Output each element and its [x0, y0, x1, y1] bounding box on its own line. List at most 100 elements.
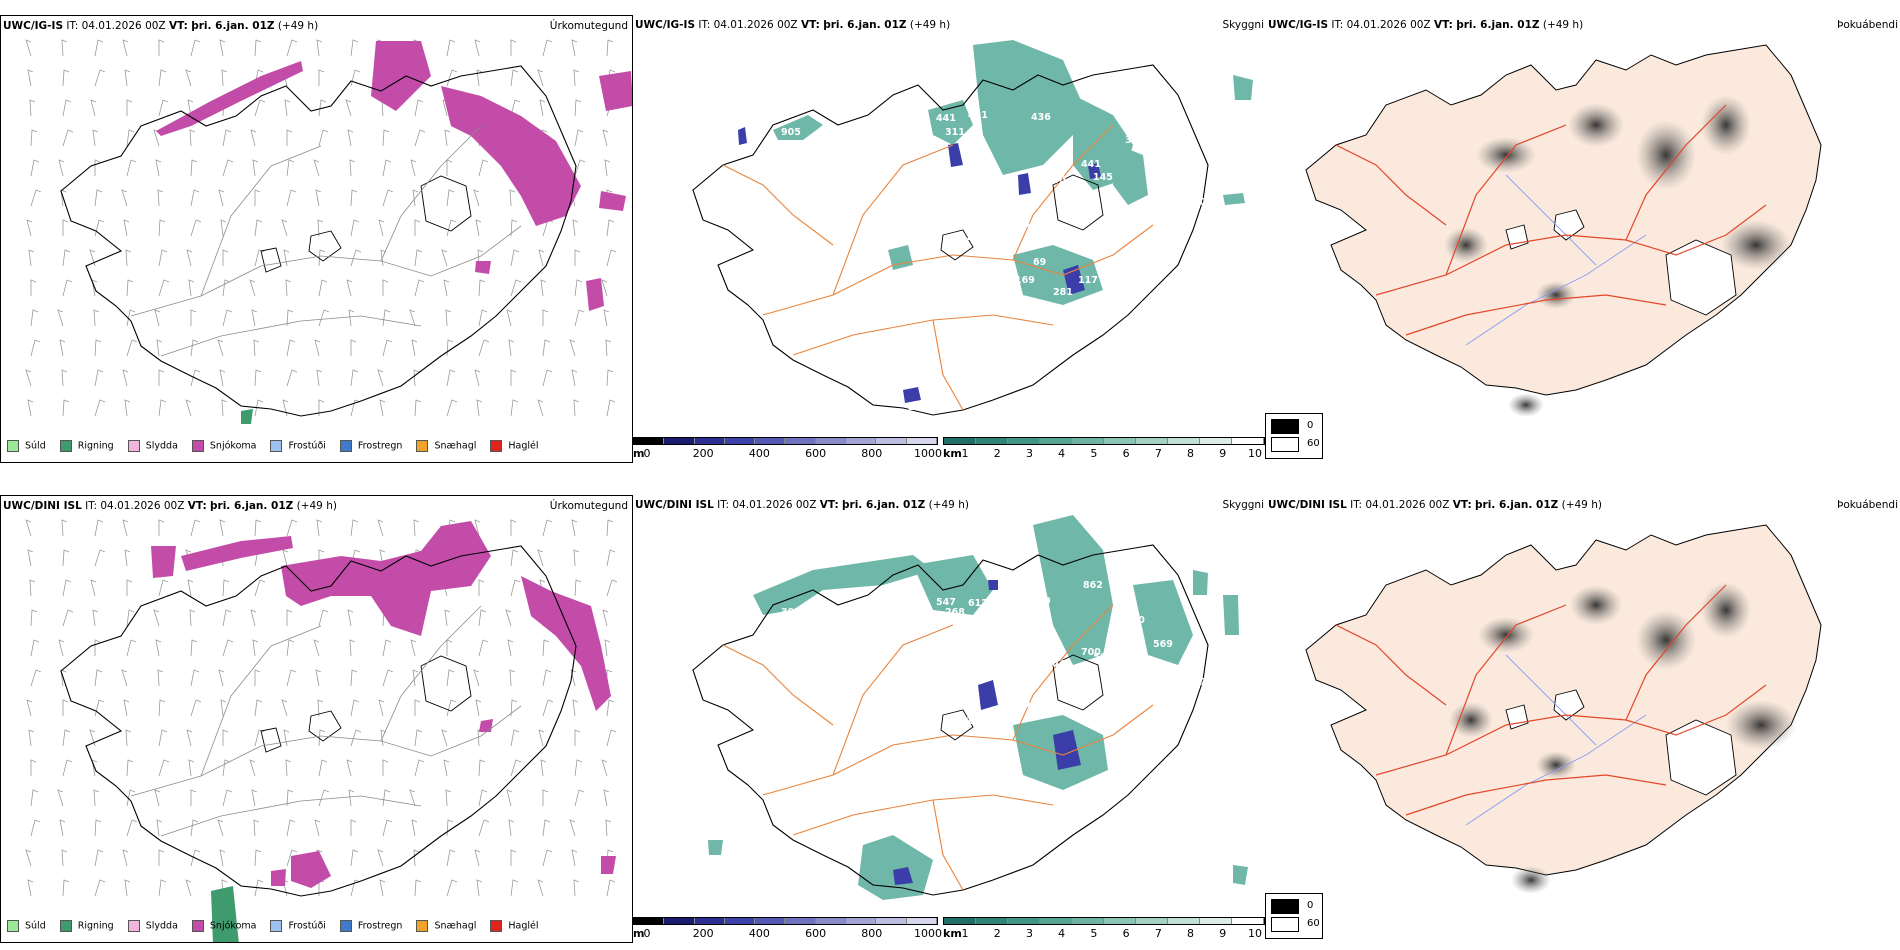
wind-barb: [254, 729, 265, 747]
wind-barb: [473, 189, 480, 207]
wind-barb: [249, 759, 256, 777]
colorbar-tick-label: 7: [1154, 447, 1162, 460]
wind-barb: [222, 159, 234, 177]
wind-barb: [537, 549, 544, 567]
wind-barb: [602, 609, 609, 627]
visibility-map-row1[interactable]: UWC/IG-IS IT: 04.01.2026 00Z VT: þri. 6.…: [633, 15, 1266, 463]
cloud-indicator-map-row2[interactable]: UWC/DINI ISL IT: 04.01.2026 00Z VT: þri.…: [1266, 495, 1900, 943]
wind-barb: [318, 609, 329, 627]
panel-title: Úrkomutegund: [549, 20, 628, 32]
wind-barb: [382, 279, 389, 296]
wind-barb: [538, 729, 545, 747]
visibility-value-label: 308: [1017, 699, 1037, 710]
cloud-indicator-map-row1[interactable]: UWC/IG-IS IT: 04.01.2026 00Z VT: þri. 6.…: [1266, 15, 1900, 463]
wind-barb: [478, 159, 489, 177]
wind-barb: [217, 339, 224, 357]
wind-barb: [350, 669, 358, 687]
colorbar-segment: [906, 918, 937, 924]
wind-barb: [574, 309, 585, 327]
roads: [722, 604, 1154, 891]
wind-barb: [606, 519, 614, 537]
wind-barb: [509, 189, 516, 207]
wind-barb: [219, 39, 226, 57]
visibility-value-label: 442: [1175, 687, 1195, 698]
wind-barb: [124, 69, 131, 87]
wind-barb: [254, 579, 266, 597]
it-value: 04.01.2026 00Z: [100, 500, 185, 512]
wind-barb: [30, 669, 42, 687]
visibility-map-row2[interactable]: UWC/DINI ISL IT: 04.01.2026 00Z VT: þri.…: [633, 495, 1266, 943]
visibility-value-label: 547: [936, 597, 956, 608]
panel-title: Skyggni: [1222, 499, 1265, 511]
wind-barb: [190, 369, 201, 387]
wind-barb: [475, 699, 482, 717]
wind-barb: [414, 729, 423, 747]
visibility-value-label: 145: [1093, 172, 1113, 183]
wind-barb: [317, 699, 324, 717]
wind-barb: [188, 759, 195, 777]
wind-barb: [122, 519, 129, 537]
wind-barb: [157, 189, 164, 207]
wind-barb: [382, 639, 392, 657]
wind-barb: [540, 759, 547, 777]
wind-barb: [572, 219, 579, 237]
wind-barb: [158, 249, 168, 267]
wind-barb: [478, 789, 488, 807]
colorbar-segment: [1072, 918, 1104, 924]
wind-barb: [318, 399, 325, 416]
wind-barb: [62, 399, 70, 417]
colorbar-segment: [1136, 918, 1168, 924]
colorbar-strip: [943, 917, 1265, 925]
colorbar-tick-label: 2: [993, 927, 1001, 940]
wind-barb: [382, 309, 391, 327]
wind-barb: [446, 189, 455, 207]
wind-barb: [62, 549, 70, 567]
wind-barb: [478, 309, 488, 327]
colorbar-unit: m: [633, 927, 645, 940]
wind-barb: [510, 549, 519, 567]
wind-barb: [350, 369, 359, 387]
wind-barb: [89, 729, 96, 747]
wind-barb: [155, 159, 162, 177]
wind-barb: [542, 819, 551, 837]
precip-legend: Súld Rigning Slydda Snjókoma Frostúði Frostre…: [7, 920, 553, 936]
wind-barb: [254, 219, 263, 237]
wind-barb: [604, 639, 611, 657]
wind-barb: [220, 699, 227, 717]
wind-barb: [542, 639, 550, 657]
wind-barb: [350, 39, 359, 57]
vt-label: VT:: [168, 20, 188, 32]
wind-barb: [126, 609, 135, 627]
wind-barb: [126, 789, 136, 807]
colorbar-tick-label: 400: [748, 927, 770, 940]
wind-barb: [606, 369, 614, 387]
precip-type-map-row1[interactable]: UWC/IG-IS IT: 04.01.2026 00Z VT: þri. 6.…: [0, 15, 633, 463]
wind-barb: [190, 849, 201, 867]
wind-barb: [542, 39, 553, 57]
colorbar-strip: [943, 437, 1265, 445]
wind-barb: [124, 879, 131, 897]
wind-barb: [537, 399, 544, 417]
wind-barb: [510, 879, 519, 897]
wind-barb: [286, 339, 296, 357]
wind-barb: [61, 519, 68, 537]
it-value: 04.01.2026 00Z: [1346, 19, 1431, 31]
colorbar-segment: [1200, 438, 1232, 444]
wind-barb: [574, 159, 586, 177]
wind-barb: [377, 849, 384, 867]
precip-legend-item: Frostúði: [270, 440, 326, 452]
wind-barb: [158, 849, 165, 866]
colorbar-tick-label: 800: [861, 447, 883, 460]
wind-barb: [410, 159, 417, 177]
wind-barb: [510, 519, 517, 536]
legend-swatch: [1271, 419, 1299, 434]
visibility-value-label: 269: [1181, 179, 1201, 190]
wind-barb: [189, 129, 196, 147]
visibility-km-colorbar-row1: km 1 2 3 4 5 6 7 8 9 10: [943, 437, 1265, 467]
colorbar-strip: [633, 917, 938, 925]
panel-header: UWC/DINI ISL IT: 04.01.2026 00Z VT: þri.…: [1, 496, 632, 516]
model-name: UWC/DINI ISL: [1268, 499, 1347, 511]
precip-type-map-row2[interactable]: UWC/DINI ISL IT: 04.01.2026 00Z VT: þri.…: [0, 495, 633, 943]
wind-barb: [414, 699, 421, 716]
